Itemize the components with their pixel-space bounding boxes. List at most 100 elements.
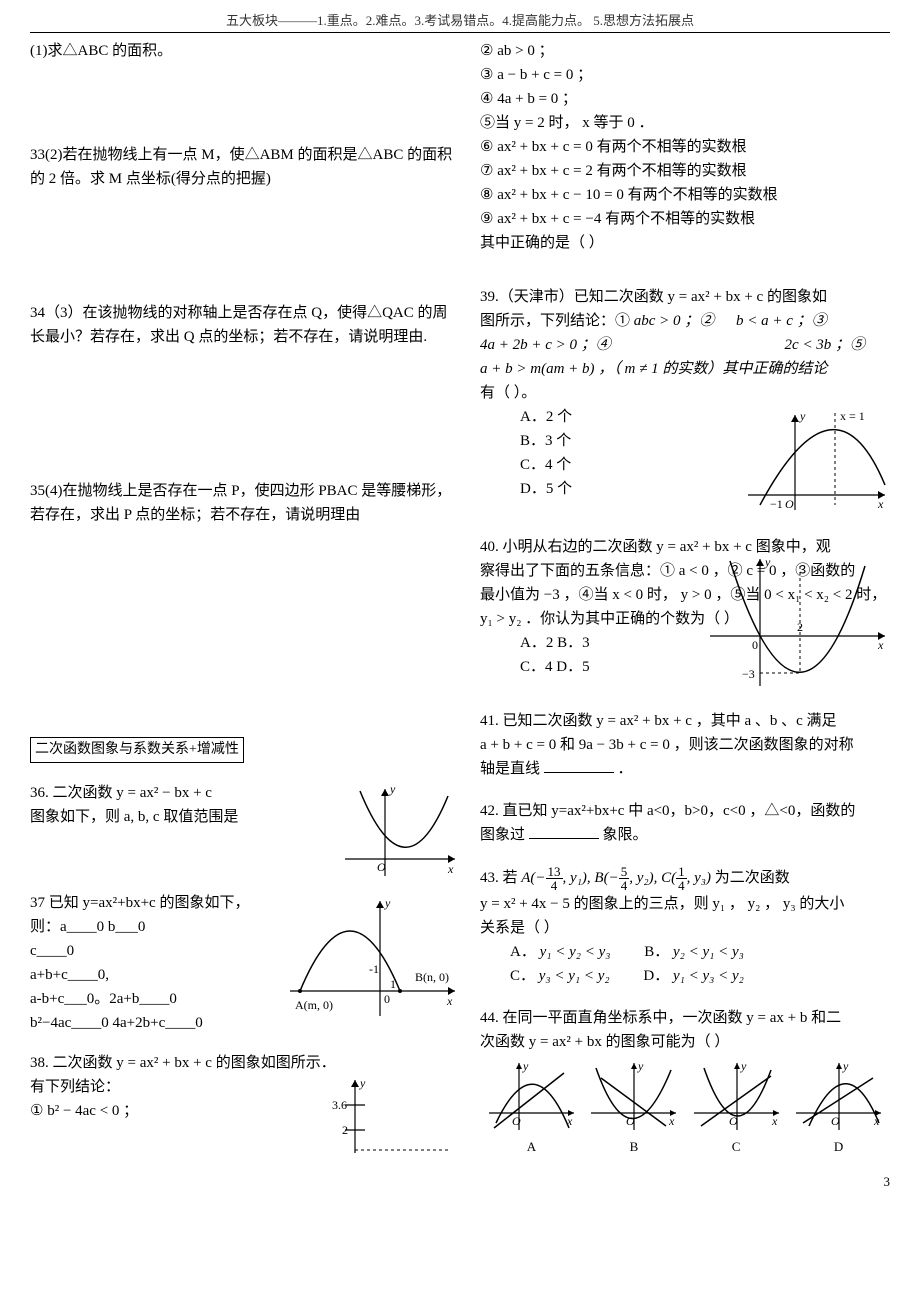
q38-item7: ⑦ ax² + bx + c = 2 有两个不相等的实数根 bbox=[480, 159, 890, 183]
q43-C-post: , y₃) bbox=[687, 870, 711, 886]
svg-text:0: 0 bbox=[752, 638, 758, 652]
q39-intro: 39.（天津市）已知二次函数 y = ax² + bx + c 的图象如 bbox=[480, 285, 890, 309]
q41-l1: 41. 已知二次函数 y = ax² + bx + c ，其中 a 、b 、c … bbox=[480, 709, 890, 733]
q39-l2a: 图所示，下列结论：① bbox=[480, 313, 630, 329]
q36-line2: 图象如下，则 a, b, c 取值范围是 bbox=[30, 805, 320, 829]
q43: 43. 若 A(−134, y₁), B(−54, y₂), C(14, y₃)… bbox=[480, 865, 890, 988]
section-header: 二次函数图象与系数关系+增减性 bbox=[30, 737, 460, 763]
q41-l2a: a + b + c = 0 和 9a − 3b + c = 0 ，则该二次函数图… bbox=[480, 737, 854, 753]
svg-text:O: O bbox=[785, 497, 794, 511]
q41: 41. 已知二次函数 y = ax² + bx + c ，其中 a 、b 、c … bbox=[480, 709, 890, 781]
page-header: 五大板块———1.重点。2.难点。3.考试易错点。4.提高能力点。 5.思想方法… bbox=[30, 10, 890, 33]
q42-b: 图象过 bbox=[480, 827, 525, 843]
q44-label-b: B bbox=[630, 1137, 639, 1158]
svg-text:A(m, 0): A(m, 0) bbox=[295, 998, 333, 1012]
q43-A-pre: A(− bbox=[521, 870, 545, 886]
q38-figure: y 3.6 2 bbox=[320, 1075, 460, 1155]
q38: 38. 二次函数 y = ax² + bx + c 的图象如图所示． 有下列结论… bbox=[30, 1051, 460, 1155]
q33-2: 33(2)若在抛物线上有一点 M，使△ABM 的面积是△ABC 的面积的 2 倍… bbox=[30, 143, 460, 191]
svg-text:x: x bbox=[668, 1114, 675, 1128]
svg-text:y: y bbox=[384, 896, 391, 910]
left-column: (1)求△ABC 的面积。 33(2)若在抛物线上有一点 M，使△ABM 的面积… bbox=[30, 39, 460, 1176]
q39-figure: x = 1 −1 O x y bbox=[740, 405, 890, 515]
q39-optC: C．4 个 bbox=[520, 453, 730, 477]
q38-item9: ⑨ ax² + bx + c = −4 有两个不相等的实数根 bbox=[480, 207, 890, 231]
q43-intro-b: 为二次函数 bbox=[715, 870, 790, 886]
svg-text:2: 2 bbox=[797, 620, 803, 634]
q43-A-label: A． bbox=[510, 944, 536, 960]
frac-13: 13 bbox=[546, 865, 563, 879]
q39-l3b: 2c < 3b ；⑤ bbox=[785, 337, 866, 353]
q36: 36. 二次函数 y = ax² − bx + c 图象如下，则 a, b, c… bbox=[30, 781, 460, 881]
svg-text:−3: −3 bbox=[742, 667, 755, 681]
svg-text:x: x bbox=[771, 1114, 778, 1128]
svg-text:x: x bbox=[566, 1114, 573, 1128]
svg-text:-1: -1 bbox=[369, 962, 379, 976]
q35: 35(4)在抛物线上是否存在一点 P，使四边形 PBAC 是等腰梯形，若存在，求… bbox=[30, 479, 460, 527]
q41-blank bbox=[544, 758, 614, 773]
q44-graph-b: Ox y bbox=[586, 1058, 681, 1133]
svg-text:3.6: 3.6 bbox=[332, 1098, 347, 1112]
svg-text:y: y bbox=[842, 1059, 849, 1073]
q40-figure: 0 2 −3 x y bbox=[700, 551, 890, 691]
q37-l2: c____0 bbox=[30, 939, 275, 963]
q43-l3: 关系是（ ） bbox=[480, 916, 890, 940]
q38-tail: 其中正确的是（ ） bbox=[480, 231, 890, 255]
q39-l3a: 4a + 2b + c > 0 ；④ bbox=[480, 337, 611, 353]
q43-D-label: D． bbox=[643, 968, 669, 984]
q38-item3: ③ a − b + c = 0 ； bbox=[480, 63, 890, 87]
svg-text:y: y bbox=[799, 409, 806, 423]
q44-l1: 44. 在同一平面直角坐标系中，一次函数 y = ax + b 和二 bbox=[480, 1006, 890, 1030]
svg-text:B(n, 0): B(n, 0) bbox=[415, 970, 449, 984]
q44-graph-d: Oxy bbox=[791, 1058, 886, 1133]
svg-text:O: O bbox=[729, 1114, 738, 1128]
svg-text:−1: −1 bbox=[770, 497, 783, 511]
q33-1: (1)求△ABC 的面积。 bbox=[30, 39, 460, 63]
q43-C-text: y₃ < y₁ < y₂ bbox=[539, 968, 610, 984]
q43-B-post: , y₂), C( bbox=[629, 870, 676, 886]
q44-label-c: C bbox=[732, 1137, 741, 1158]
frac-4b: 4 bbox=[619, 879, 630, 892]
q42: 42. 直已知 y=ax²+bx+c 中 a<0，b>0，c<0 ，△<0，函数… bbox=[480, 799, 890, 847]
svg-text:y: y bbox=[389, 782, 396, 796]
q44: 44. 在同一平面直角坐标系中，一次函数 y = ax + b 和二 次函数 y… bbox=[480, 1006, 890, 1158]
frac-1: 1 bbox=[676, 865, 687, 879]
q44-label-d: D bbox=[834, 1137, 843, 1158]
q43-C-label: C． bbox=[510, 968, 535, 984]
q37-l3: a+b+c____0, bbox=[30, 963, 275, 987]
q38-intro: 38. 二次函数 y = ax² + bx + c 的图象如图所示． bbox=[30, 1051, 460, 1075]
q38-item8: ⑧ ax² + bx + c − 10 = 0 有两个不相等的实数根 bbox=[480, 183, 890, 207]
q36-line1: 36. 二次函数 y = ax² − bx + c bbox=[30, 781, 320, 805]
q36-figure: O x y bbox=[330, 781, 460, 881]
frac-5: 5 bbox=[619, 865, 630, 879]
svg-text:x: x bbox=[447, 862, 454, 876]
q43-B-text: y₂ < y₁ < y₃ bbox=[673, 944, 744, 960]
section-title-box: 二次函数图象与系数关系+增减性 bbox=[30, 737, 244, 763]
q39-l2c: b < a + c ；③ bbox=[736, 313, 827, 329]
q38-item1: ① b² − 4ac < 0 ； bbox=[30, 1099, 310, 1123]
svg-text:O: O bbox=[626, 1114, 635, 1128]
q40-optA: A．2 B．3 bbox=[520, 631, 690, 655]
q41-l2b: 轴是直线 bbox=[480, 761, 540, 777]
svg-text:x: x bbox=[877, 497, 884, 511]
q44-graph-c: Oxy bbox=[689, 1058, 784, 1133]
svg-text:O: O bbox=[831, 1114, 840, 1128]
svg-text:O: O bbox=[377, 860, 386, 874]
q37-l1: 则：a____0 b___0 bbox=[30, 915, 275, 939]
q34: 34（3）在该抛物线的对称轴上是否存在点 Q，使得△QAC 的周长最小？若存在，… bbox=[30, 301, 460, 349]
svg-text:y: y bbox=[637, 1059, 644, 1073]
q39-l5: 有（ ）。 bbox=[480, 381, 890, 405]
q37-intro: 37 已知 y=ax²+bx+c 的图象如下， bbox=[30, 891, 275, 915]
q38-item4: ④ 4a + b = 0 ； bbox=[480, 87, 890, 111]
svg-text:0: 0 bbox=[384, 992, 390, 1006]
q38-item6: ⑥ ax² + bx + c = 0 有两个不相等的实数根 bbox=[480, 135, 890, 159]
svg-text:O: O bbox=[512, 1114, 521, 1128]
q38-sub: 有下列结论： bbox=[30, 1075, 310, 1099]
q37-figure: 1 0 -1 x y B(n, 0) A(m, 0) bbox=[285, 891, 460, 1021]
q44-graphs: Ox y Ox y bbox=[480, 1058, 890, 1133]
q37-l5: b²−4ac____0 4a+2b+c____0 bbox=[30, 1011, 275, 1035]
q39-l2b: abc > 0 ；② bbox=[634, 313, 715, 329]
svg-text:y: y bbox=[522, 1059, 529, 1073]
q42-blank bbox=[529, 824, 599, 839]
two-column-layout: (1)求△ABC 的面积。 33(2)若在抛物线上有一点 M，使△ABM 的面积… bbox=[30, 39, 890, 1176]
